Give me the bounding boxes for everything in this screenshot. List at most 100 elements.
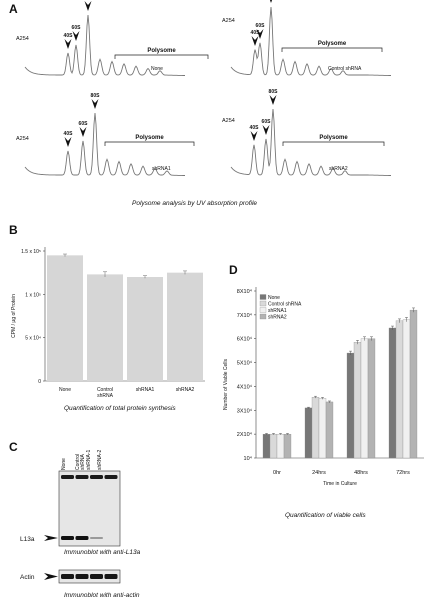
peak-label-40s: 40S <box>64 131 74 137</box>
bar <box>353 342 362 459</box>
peak-arrow <box>269 0 273 3</box>
condition-label: shRNA2 <box>329 166 348 172</box>
peak-label-80s: 80S <box>84 0 94 1</box>
lane-label: shRNA-1 <box>86 449 92 470</box>
legend-label: shRNA2 <box>268 315 287 321</box>
l13a-arrow <box>44 535 58 541</box>
l13a-band-shrna1 <box>90 537 103 539</box>
l13a-label: L13a <box>20 536 35 543</box>
peak-label-60s: 60S <box>79 121 89 127</box>
absorbance-trace <box>230 6 391 76</box>
a254-label: A254 <box>16 36 29 42</box>
y-tick-label: 7X10⁴ <box>237 312 253 319</box>
polysome-label: Polysome <box>135 135 164 141</box>
y-tick-label: 1.5 x 10⁵ <box>21 249 41 255</box>
actin-band <box>90 574 103 579</box>
y-axis-label: Number of Viable Cells <box>223 358 229 410</box>
peak-arrow <box>84 1 92 11</box>
peak-arrow <box>91 99 99 109</box>
l13a-band-none <box>61 536 74 540</box>
panel-d-caption: Quantification of viable cells <box>285 512 366 519</box>
peak-label-40s: 40S <box>250 125 260 131</box>
bar <box>360 338 369 459</box>
peak-label-80s: 80S <box>91 93 101 99</box>
x-tick-label: shRNA2 <box>176 387 195 393</box>
nonspecific-band <box>61 475 74 479</box>
x-tick-label-line: Control <box>97 387 113 393</box>
lane-label: shRNA <box>80 453 86 470</box>
peak-arrow <box>64 39 72 49</box>
polysome-bracket <box>282 141 385 146</box>
condition-label: Control shRNA <box>328 66 362 72</box>
legend-label: shRNA1 <box>268 308 287 314</box>
lane-label: Control <box>75 454 81 470</box>
peak-arrow <box>256 29 264 39</box>
y-tick-label: 2X10⁴ <box>237 431 253 438</box>
nonspecific-band <box>90 475 103 479</box>
peak-arrow <box>250 131 258 141</box>
bar <box>127 277 163 381</box>
x-tick-label-line: None <box>59 387 71 393</box>
bar <box>87 274 123 381</box>
a254-label: A254 <box>222 118 235 124</box>
bar <box>409 309 418 459</box>
polysome-profile: A25440S60S80SPolysomeControl shRNA <box>222 0 391 76</box>
y-tick-label: 4X10⁴ <box>237 383 253 390</box>
lane-label: None <box>61 458 67 470</box>
nonspecific-band <box>104 475 118 479</box>
nonspecific-band <box>75 475 89 479</box>
actin-band <box>104 574 118 579</box>
y-tick-label: 5X10⁴ <box>237 360 253 367</box>
absorbance-trace <box>24 14 185 76</box>
actin-label: Actin <box>20 574 35 581</box>
peak-arrow <box>72 31 80 41</box>
bar <box>311 397 320 459</box>
peak-label-60s: 60S <box>262 119 272 125</box>
condition-label: shRNA1 <box>152 166 171 172</box>
polysome-profile: A254 40S 60S 80S Polysome None <box>16 0 209 76</box>
peak-label-40s: 40S <box>64 33 74 39</box>
panel-c-caption-actin: Immunoblot with anti-actin <box>64 592 140 599</box>
legend-swatch <box>259 300 267 307</box>
peak-label-60s: 60S <box>72 25 82 31</box>
polysome-label: Polysome <box>319 135 348 141</box>
l13a-band-control <box>75 536 89 540</box>
polysome-bracket <box>114 54 209 59</box>
polysome-label: Polysome <box>147 48 176 54</box>
legend-label: None <box>268 295 280 301</box>
actin-band <box>75 574 89 579</box>
actin-band <box>61 574 74 579</box>
y-tick-label: 5 x 10⁴ <box>25 336 41 342</box>
panel-b-caption: Quantification of total protein synthesi… <box>64 405 176 412</box>
y-tick-label: 6X10⁴ <box>237 336 253 343</box>
l13a-blot <box>58 470 121 547</box>
x-tick-label-line: shRNA <box>97 393 114 399</box>
x-tick-label: 48hrs <box>354 470 368 476</box>
peak-arrow <box>64 137 72 147</box>
bar <box>283 433 292 459</box>
bar <box>388 327 397 459</box>
peak-arrow <box>262 125 270 135</box>
peak-arrow <box>79 127 87 137</box>
polysome-profile: A254 40S 60S 80S Polysome shRNA1 <box>16 93 195 176</box>
bar <box>262 433 271 459</box>
y-tick-label: 3X10⁴ <box>237 407 253 414</box>
x-tick-label: Control shRNA <box>97 387 114 399</box>
peak-arrow <box>251 36 259 46</box>
legend-label: Control shRNA <box>268 302 302 308</box>
peak-label-60s: 60S <box>256 23 266 29</box>
x-axis-label: Time in Culture <box>323 481 357 487</box>
x-tick-label: 0hr <box>273 470 281 476</box>
legend-swatch <box>259 307 267 313</box>
panel-d-chart: 10⁴ 2X10⁴ 3X10⁴ 4X10⁴ 5X10⁴ 6X10⁴ 7X10⁴ 8X10⁴ Nu… <box>223 287 424 487</box>
absorbance-trace <box>24 112 185 176</box>
actin-blot <box>58 569 121 584</box>
bar <box>395 320 404 459</box>
bar <box>47 255 83 381</box>
y-axis-label: CPM / μg of Protein <box>11 294 17 338</box>
y-tick-label: 0 <box>38 379 41 385</box>
polysome-label: Polysome <box>318 41 347 47</box>
bar <box>318 398 327 459</box>
y-tick-label: 10⁴ <box>244 455 253 462</box>
